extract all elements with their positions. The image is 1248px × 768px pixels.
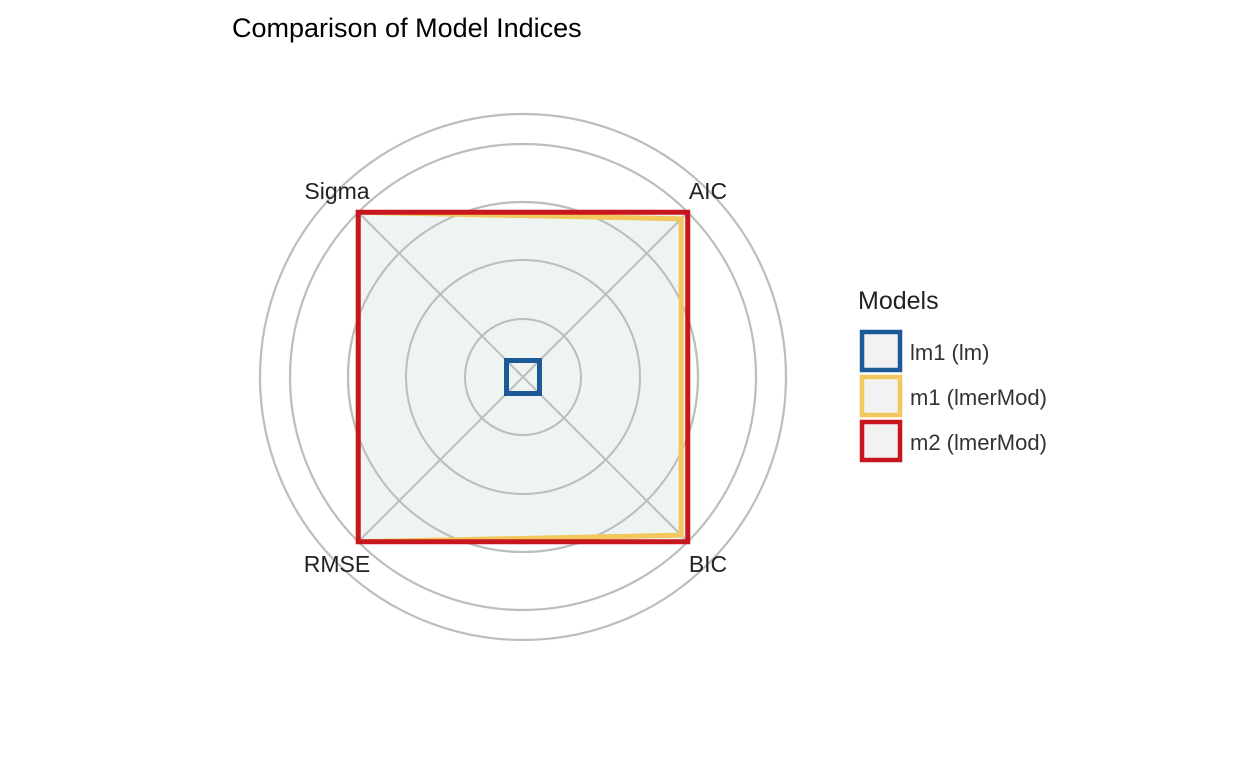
legend-label-3: m2 (lmerMod) (910, 430, 1047, 455)
legend-swatch-3 (859, 419, 903, 463)
legend-title: Models (858, 287, 939, 315)
legend-label-1: lm1 (lm) (910, 340, 989, 365)
grid-circle-overlay-3 (347, 201, 699, 553)
legend: Models lm1 (lm) m1 (lmerMod) m2 (lmerMod) (858, 287, 1047, 463)
spoke-overlay-bic (522, 376, 689, 543)
axis-label-bic: BIC (689, 551, 727, 577)
grid-circle-4 (288, 142, 758, 612)
legend-swatch-2 (859, 374, 903, 418)
axis-label-rmse: RMSE (304, 551, 370, 577)
legend-label-2: m1 (lmerMod) (910, 385, 1047, 410)
spoke-overlay-rmse (357, 376, 524, 543)
radar-fill-layer (347, 201, 699, 553)
chart-title: Comparison of Model Indices (232, 13, 582, 43)
spoke-overlay-sigma (357, 211, 524, 378)
legend-swatch-1 (859, 329, 903, 373)
radar-series-layer (355, 209, 691, 545)
grid-circle-overlay-2 (405, 259, 641, 495)
spoke-overlay-aic (522, 211, 689, 378)
axis-label-sigma: Sigma (304, 178, 369, 204)
axis-label-aic: AIC (689, 178, 727, 204)
grid-circle-5 (258, 112, 788, 642)
radar-axis-labels: AIC BIC RMSE Sigma (304, 178, 727, 577)
grid-circle-overlay-1 (464, 318, 582, 436)
